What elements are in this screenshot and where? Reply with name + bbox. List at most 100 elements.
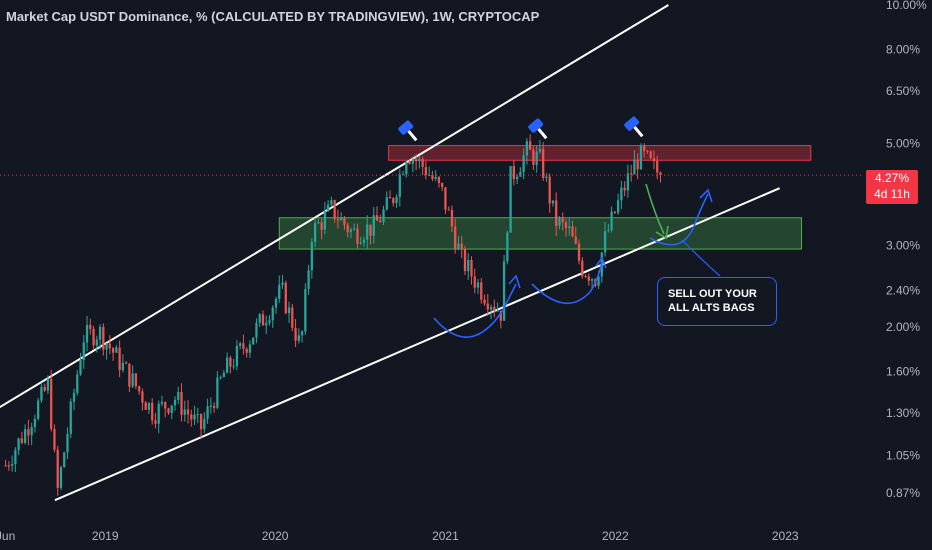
candle — [613, 211, 616, 215]
candle — [222, 369, 226, 378]
candle — [297, 328, 300, 344]
candle — [532, 146, 535, 170]
candle-body — [450, 210, 454, 227]
candle — [607, 223, 610, 233]
candle-body — [434, 176, 437, 179]
candle — [418, 155, 421, 169]
candle — [206, 398, 209, 424]
candle — [340, 212, 343, 221]
candle-body — [603, 231, 607, 253]
bounce-arrow-1-head — [508, 274, 521, 289]
candle-body — [167, 408, 170, 414]
candle — [385, 191, 388, 211]
projection-arrow — [649, 193, 709, 246]
candle-body — [63, 452, 66, 468]
candle-body — [219, 377, 222, 379]
candle — [160, 395, 164, 407]
candle-body — [454, 226, 457, 250]
candle-body — [209, 405, 212, 407]
candle-body — [20, 438, 24, 443]
candle-body — [50, 378, 53, 430]
candle-body — [577, 243, 581, 261]
candle — [248, 340, 252, 358]
x-tick-label: 2019 — [92, 529, 119, 543]
candle-body — [392, 198, 395, 204]
candle-body — [473, 276, 476, 288]
candle-body — [261, 314, 265, 326]
channel-lines — [0, 4, 781, 502]
candle — [633, 150, 636, 175]
candle-body — [278, 284, 281, 300]
candle-body — [17, 438, 20, 451]
channel-lower-line — [54, 187, 781, 502]
candle-body — [105, 343, 108, 350]
candle — [483, 294, 486, 306]
candle-body — [291, 307, 294, 329]
candle — [310, 238, 313, 279]
candle — [555, 192, 558, 237]
candle — [577, 239, 581, 265]
candle-body — [607, 230, 610, 232]
candle — [151, 398, 154, 425]
candle-body — [581, 260, 584, 277]
candle — [242, 334, 245, 355]
x-tick-label: Jun — [0, 529, 15, 543]
candle — [427, 166, 431, 177]
candle — [85, 315, 89, 352]
candle — [528, 134, 532, 150]
candle — [408, 158, 411, 165]
y-tick-label: 6.50% — [886, 84, 920, 98]
candle — [313, 217, 317, 248]
candle-body — [483, 299, 486, 304]
candle-body — [649, 151, 652, 159]
candle — [265, 315, 268, 335]
candle-body — [196, 414, 199, 416]
candle — [4, 459, 7, 467]
current-price-badge: 4.27% 4d 11h — [866, 170, 918, 204]
candle — [186, 400, 190, 424]
candle-body — [493, 306, 496, 311]
candle — [437, 175, 441, 188]
candle-body — [53, 429, 56, 450]
candle — [372, 206, 375, 244]
candle-body — [284, 282, 287, 314]
candle-body — [532, 149, 535, 165]
candle-body — [369, 224, 372, 236]
candle-body — [349, 229, 353, 233]
candle — [542, 142, 545, 181]
candle — [284, 280, 287, 315]
candle — [111, 346, 115, 361]
callout-pointer — [681, 239, 721, 277]
candle-body — [102, 326, 105, 350]
candle — [457, 236, 460, 251]
candle-body — [121, 362, 125, 371]
chart-title: Market Cap USDT Dominance, % (CALCULATED… — [6, 9, 540, 24]
candle-body — [206, 406, 209, 419]
candle-body — [330, 200, 333, 205]
candle-body — [395, 196, 398, 204]
candle-body — [37, 400, 40, 419]
candle — [245, 347, 248, 358]
candle-body — [199, 414, 203, 430]
candle — [463, 245, 467, 276]
candle-body — [636, 159, 639, 170]
candle — [72, 388, 76, 411]
candle-body — [597, 276, 600, 286]
x-tick-label: 2021 — [432, 529, 459, 543]
candle-body — [366, 224, 369, 240]
candle — [460, 235, 463, 259]
candle-body — [656, 161, 659, 173]
candle-body — [33, 418, 37, 428]
candle-body — [356, 228, 359, 244]
candle — [180, 383, 183, 422]
candle — [196, 407, 199, 424]
candlesticks — [4, 134, 662, 496]
candle-body — [542, 148, 545, 178]
candle — [98, 324, 102, 350]
candle — [115, 344, 118, 353]
candle — [414, 154, 418, 171]
candle — [522, 148, 525, 180]
candle — [353, 223, 356, 231]
candle — [652, 150, 656, 170]
